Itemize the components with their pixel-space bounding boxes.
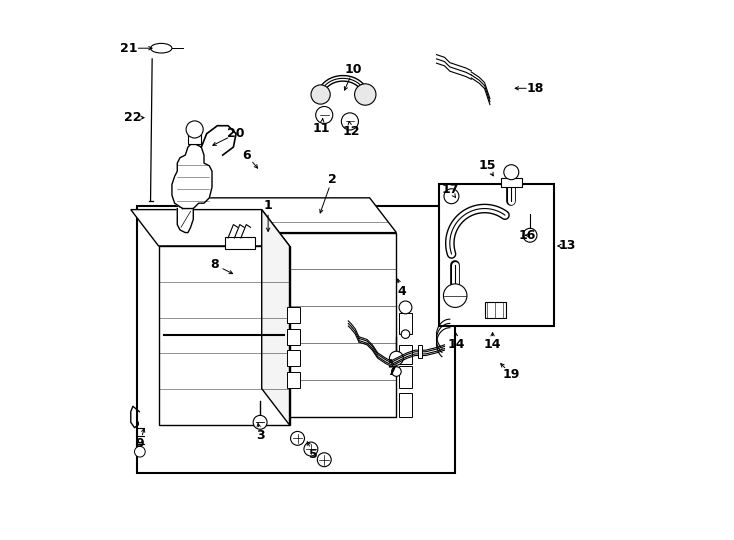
Bar [287,329,300,345]
Text: 10: 10 [345,63,363,76]
Polygon shape [180,198,396,233]
Text: 19: 19 [503,368,520,381]
Text: 2: 2 [328,173,337,186]
Bar [225,237,255,248]
Bar [399,313,413,334]
Text: 16: 16 [519,229,536,242]
Circle shape [399,301,412,314]
Bar [399,345,413,363]
Circle shape [401,330,410,339]
Polygon shape [178,208,193,233]
Bar [137,206,455,473]
Bar [159,246,289,425]
Text: 9: 9 [136,437,144,450]
Circle shape [391,367,401,376]
Circle shape [304,442,318,456]
Circle shape [355,84,376,105]
Polygon shape [172,144,212,208]
Text: 11: 11 [313,122,330,135]
Text: 13: 13 [559,239,576,252]
Bar [439,185,554,326]
Bar [399,366,413,388]
Ellipse shape [150,43,172,53]
Text: 15: 15 [479,159,496,172]
Bar [399,393,413,417]
Circle shape [444,189,459,204]
Bar [188,135,201,144]
Bar [501,178,522,187]
Circle shape [504,165,519,180]
Text: 12: 12 [342,125,360,138]
Polygon shape [180,198,207,417]
Circle shape [316,106,333,124]
Circle shape [390,351,404,365]
Text: 1: 1 [264,199,272,212]
Text: 17: 17 [441,184,459,197]
Circle shape [341,113,358,130]
Bar [418,345,422,358]
Text: 14: 14 [448,339,465,352]
Text: 18: 18 [527,82,544,95]
Polygon shape [484,302,506,318]
Circle shape [311,85,330,104]
Text: 8: 8 [211,258,219,271]
Bar [287,350,300,366]
Text: 22: 22 [124,111,142,124]
Text: 6: 6 [242,148,251,161]
Text: 5: 5 [309,448,318,461]
Circle shape [317,453,331,467]
Bar [287,372,300,388]
Circle shape [291,431,305,446]
Polygon shape [262,210,289,425]
Text: 3: 3 [255,429,264,442]
Text: 20: 20 [228,127,245,140]
Circle shape [134,447,145,457]
Circle shape [443,284,467,307]
Polygon shape [131,210,289,246]
Text: 4: 4 [397,285,406,298]
Text: 21: 21 [120,42,138,55]
Circle shape [523,228,537,242]
Bar [207,233,396,417]
Text: 14: 14 [484,339,501,352]
Text: 7: 7 [387,365,396,378]
Bar [287,307,300,323]
Circle shape [253,415,267,429]
Circle shape [186,121,203,138]
